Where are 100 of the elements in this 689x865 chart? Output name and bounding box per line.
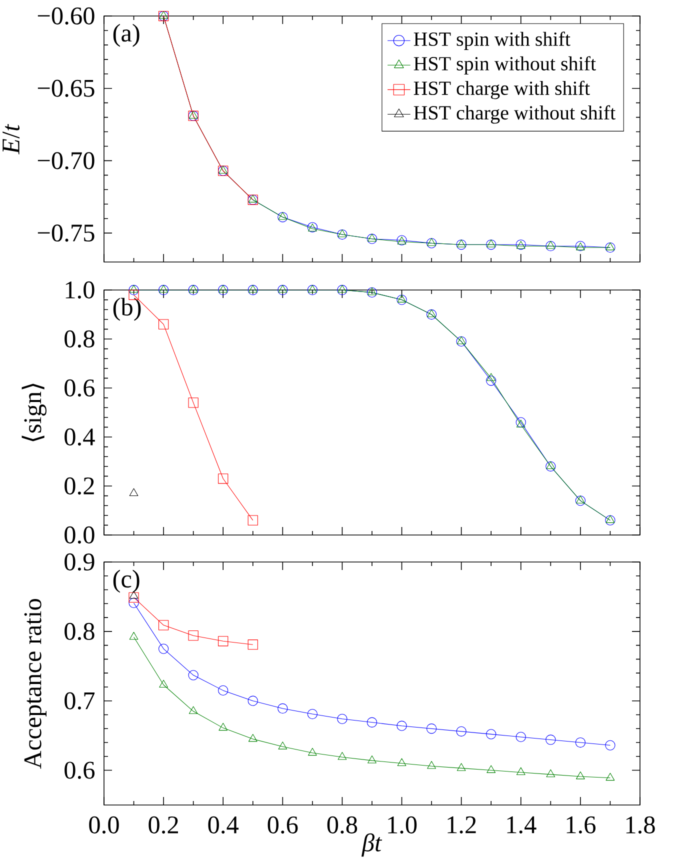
legend-label: HST charge with shift [414, 80, 590, 100]
point [368, 755, 376, 764]
legend-label: HST charge without shift [414, 105, 616, 124]
point [278, 703, 288, 714]
y-tick-label: 0.0 [64, 526, 94, 544]
point [338, 752, 347, 760]
x-tick-label: 1.0 [388, 816, 417, 834]
point [606, 772, 615, 781]
point [605, 740, 616, 750]
x-tick-label: 1.6 [566, 816, 596, 834]
point [486, 240, 496, 250]
point [546, 769, 556, 778]
point [575, 496, 586, 506]
point [486, 376, 496, 386]
point [248, 284, 258, 296]
point [426, 309, 437, 320]
y-tick-label: 0.2 [64, 477, 94, 495]
point [307, 708, 318, 720]
y-tick-label: 0.7 [64, 692, 95, 710]
point [456, 336, 466, 347]
point [456, 726, 466, 736]
x-tick-label: 0.0 [89, 816, 119, 834]
point [158, 644, 169, 654]
point [576, 496, 585, 504]
y-tick-label: −0.75 [38, 224, 94, 242]
point [159, 680, 168, 688]
point [486, 240, 496, 248]
point [456, 763, 466, 771]
legend-label: HST spin with shift [414, 32, 570, 50]
point [606, 242, 615, 250]
y-tick-label: −0.60 [38, 7, 94, 25]
point [248, 515, 258, 526]
point [368, 287, 376, 296]
y-tick-label: 0.6 [64, 762, 95, 779]
point [158, 620, 169, 630]
point [278, 742, 288, 750]
point [456, 240, 466, 250]
point [486, 765, 496, 773]
y-tick-label: 0.6 [64, 379, 95, 397]
point [456, 240, 466, 248]
point [397, 758, 406, 766]
point [159, 10, 168, 19]
point [426, 238, 437, 248]
point [308, 748, 317, 756]
point [128, 592, 139, 602]
point [307, 284, 318, 296]
point [338, 229, 347, 238]
y-tick-label: 0.9 [64, 553, 94, 571]
point [278, 284, 288, 296]
point [188, 398, 198, 408]
x-tick-label: 1.2 [448, 816, 476, 834]
point [218, 284, 228, 293]
point [188, 706, 198, 714]
point [337, 284, 348, 296]
point [605, 515, 616, 526]
point [308, 284, 317, 293]
point [427, 761, 436, 769]
annotation: (a) [113, 24, 140, 47]
point [278, 284, 288, 293]
point [218, 284, 228, 296]
annotation: (c) [113, 570, 140, 593]
point [159, 284, 168, 293]
point [456, 336, 466, 344]
point [129, 284, 138, 293]
point [396, 294, 407, 305]
annotation: (b) [113, 298, 141, 321]
point [188, 630, 198, 641]
point [516, 417, 526, 428]
point [248, 284, 258, 293]
point [248, 640, 258, 650]
point [516, 732, 526, 742]
point [248, 194, 258, 202]
point [128, 598, 139, 608]
point [337, 229, 348, 240]
point [158, 319, 169, 330]
point [606, 515, 615, 523]
point [486, 373, 496, 381]
point [248, 734, 258, 742]
point [575, 737, 586, 748]
point [218, 685, 228, 696]
y-axis-title: Acceptance ratio [24, 599, 46, 769]
point [546, 241, 556, 249]
point [396, 720, 407, 731]
point [427, 309, 436, 318]
point [218, 474, 228, 484]
point [218, 722, 228, 731]
point [248, 696, 258, 706]
point [188, 284, 198, 293]
point [546, 241, 556, 252]
y-tick-label: −0.65 [38, 80, 94, 97]
y-tick-label: 0.8 [64, 330, 94, 348]
point [188, 670, 198, 680]
x-tick-label: 0.6 [268, 816, 298, 834]
point [188, 284, 198, 296]
point [516, 767, 526, 776]
point [426, 724, 437, 734]
point [605, 242, 616, 253]
y-tick-label: 0.4 [64, 428, 95, 446]
point [576, 771, 585, 780]
point [278, 212, 288, 222]
